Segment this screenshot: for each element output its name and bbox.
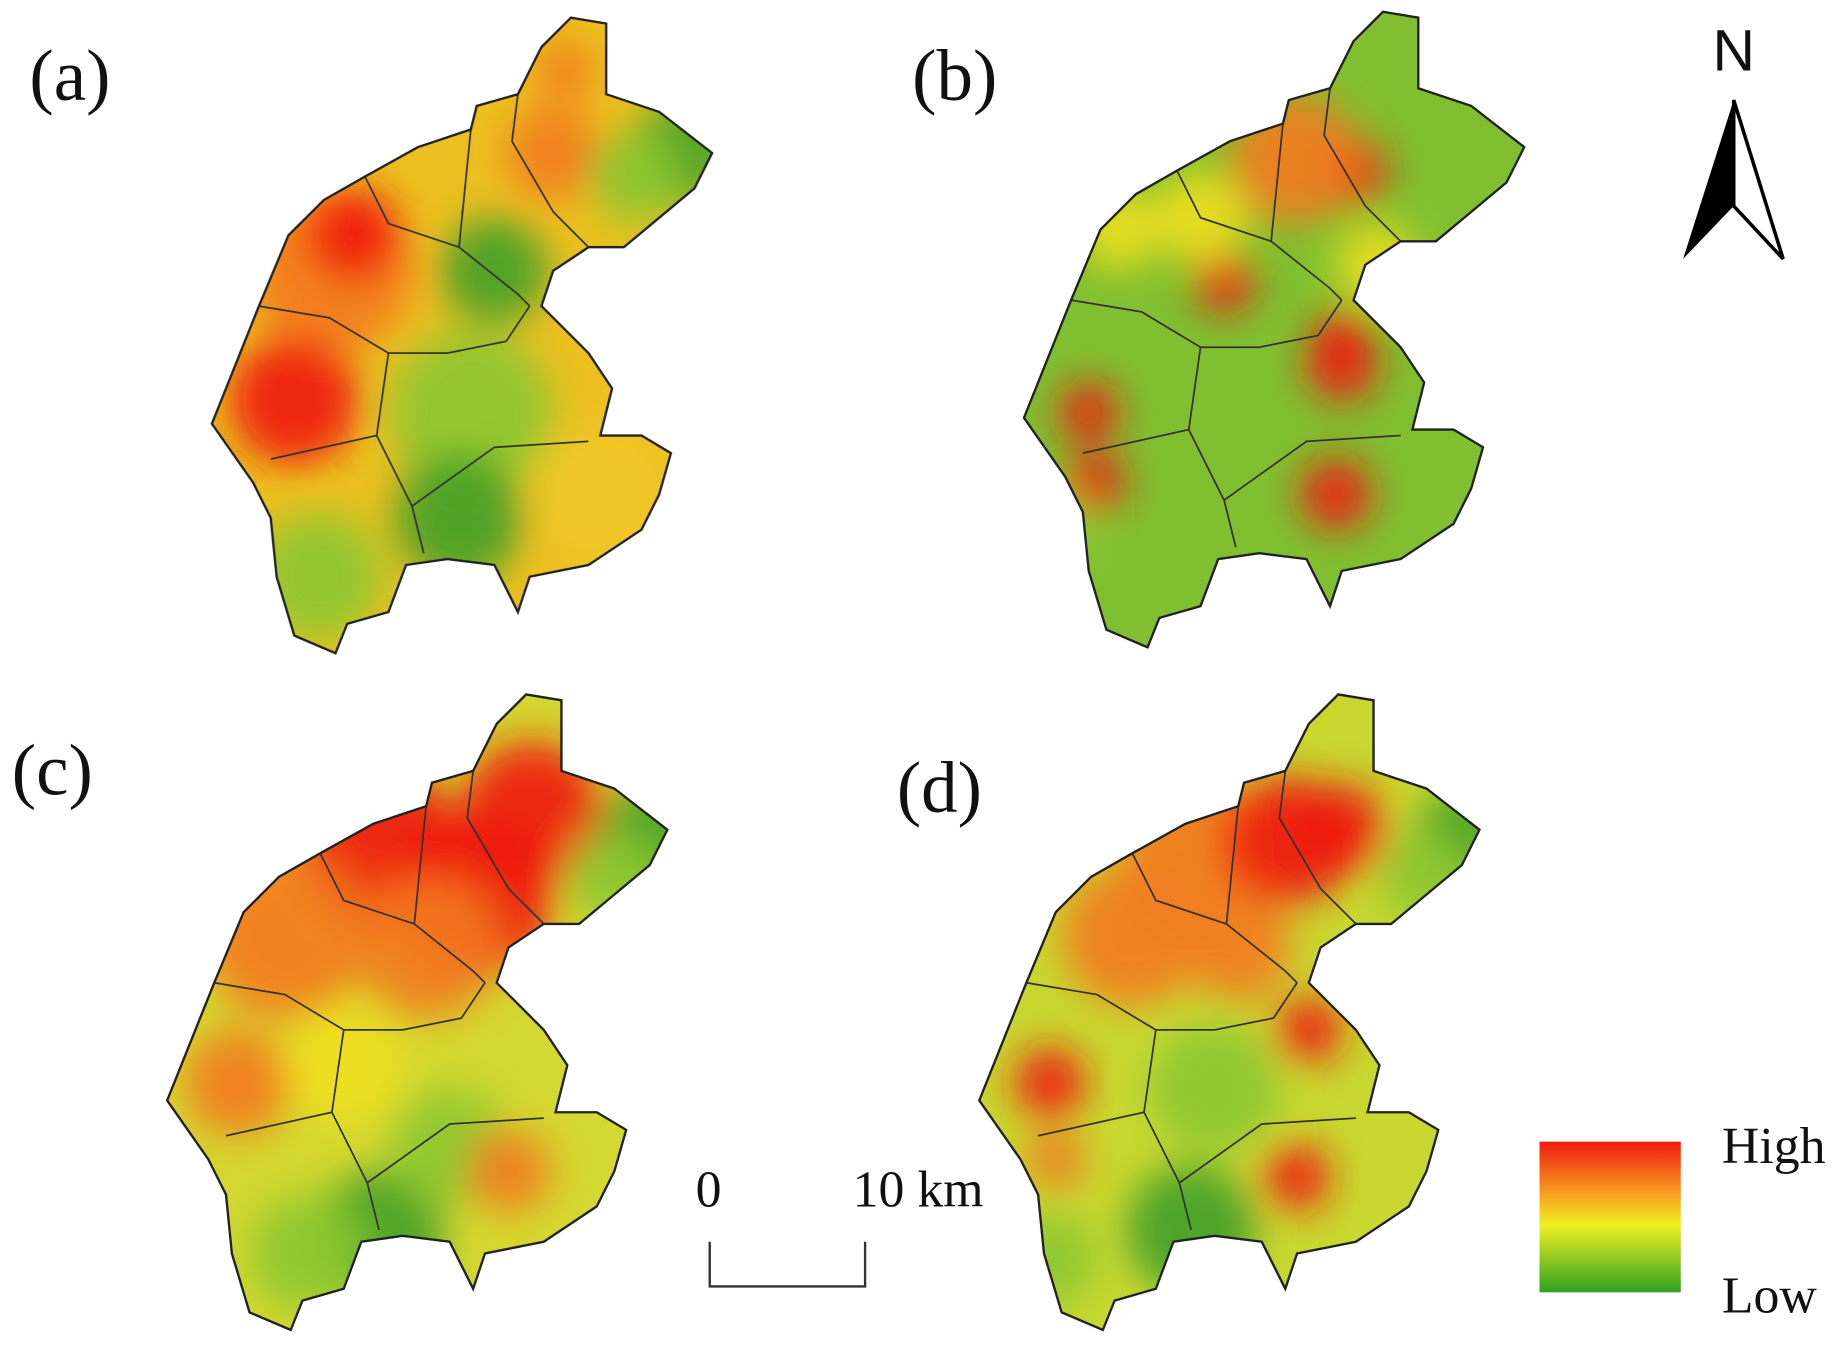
panel-label: (c)	[12, 729, 93, 810]
heat-blob	[1379, 829, 1474, 924]
map-fill	[1023, 11, 1525, 648]
scale-start: 0	[696, 1161, 722, 1218]
district-borders	[1026, 770, 1357, 1231]
scale-line	[708, 1241, 867, 1288]
heat-blob	[1014, 1047, 1086, 1119]
heat-blob	[1291, 782, 1386, 877]
heat-blob	[441, 217, 548, 324]
heat-blob	[184, 1029, 291, 1136]
heat-blob	[394, 453, 524, 583]
heat-blob	[535, 41, 595, 101]
heat-blob	[1194, 253, 1254, 312]
heat-blob	[467, 1129, 550, 1213]
scale-end: 10 km	[853, 1161, 984, 1218]
heat-blob	[284, 1006, 403, 1125]
heat-blob	[388, 329, 554, 495]
map-fill	[211, 17, 713, 654]
heat-blob	[306, 188, 401, 283]
heat-blob	[529, 423, 671, 565]
heat-blob	[1059, 382, 1119, 442]
heat-blob	[1264, 1144, 1331, 1210]
panel-label: (a)	[29, 35, 110, 116]
heat-blob	[1002, 1212, 1097, 1307]
arrow-right	[1731, 99, 1785, 261]
map-base	[979, 694, 1480, 1330]
heat-blob	[355, 876, 497, 1019]
heat-blob	[1229, 94, 1360, 224]
heat-blob	[1061, 865, 1203, 1007]
heat-blob	[567, 829, 662, 924]
scale-bar: 0 10 km	[696, 1161, 984, 1288]
north-label: N	[1712, 19, 1754, 84]
heat-blob	[1026, 1129, 1086, 1189]
heat-blob	[1023, 488, 1095, 583]
panel-c	[165, 693, 669, 1332]
district-borders	[1070, 88, 1402, 548]
heat-blob	[506, 105, 601, 201]
heat-blob	[202, 853, 368, 1019]
heat-blob	[1315, 309, 1368, 362]
heat-blob	[1065, 453, 1125, 512]
map-fill	[979, 694, 1480, 1330]
district-borders	[214, 770, 545, 1231]
heat-blob	[461, 741, 603, 883]
map-fill	[167, 694, 668, 1330]
district-borders	[258, 94, 590, 554]
heat-blob	[1185, 894, 1292, 1001]
panel-b	[1022, 10, 1526, 649]
heat-blob	[1275, 996, 1342, 1063]
heat-blob	[249, 1194, 368, 1313]
heat-blob	[1149, 1023, 1280, 1154]
heat-blob	[1335, 223, 1419, 307]
map-base	[1023, 11, 1525, 648]
north-arrow: N	[1683, 19, 1785, 261]
heat-blob	[588, 129, 683, 224]
legend-ramp	[1539, 1141, 1681, 1293]
heat-blob	[1300, 459, 1372, 530]
legend-low: Low	[1722, 1267, 1818, 1324]
panel-label: (d)	[897, 747, 982, 828]
panel-label: (b)	[912, 35, 997, 116]
arrow-left	[1683, 100, 1734, 259]
heat-blob	[229, 335, 359, 465]
panel-d	[978, 693, 1481, 1332]
legend-high: High	[1722, 1118, 1826, 1175]
panel-a	[210, 16, 714, 655]
legend: High Low	[1539, 1118, 1826, 1324]
